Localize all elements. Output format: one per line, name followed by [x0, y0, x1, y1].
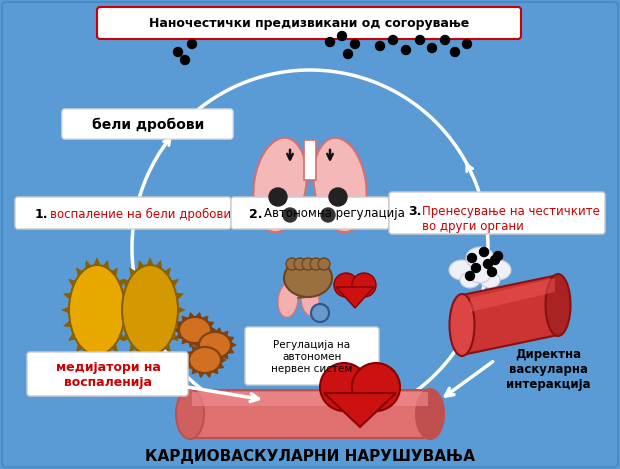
Polygon shape: [184, 357, 189, 363]
Polygon shape: [216, 357, 221, 363]
Polygon shape: [228, 337, 234, 342]
Polygon shape: [123, 293, 130, 299]
Polygon shape: [111, 268, 118, 275]
Polygon shape: [103, 352, 108, 359]
Circle shape: [415, 36, 425, 45]
Circle shape: [402, 45, 410, 54]
Text: медијатори на
воспаленија: медијатори на воспаленија: [56, 361, 161, 389]
Ellipse shape: [199, 332, 231, 358]
Ellipse shape: [469, 265, 491, 283]
FancyBboxPatch shape: [15, 197, 231, 229]
Polygon shape: [186, 363, 192, 368]
Polygon shape: [86, 261, 91, 268]
Ellipse shape: [254, 138, 306, 232]
Circle shape: [376, 41, 384, 51]
FancyBboxPatch shape: [97, 7, 521, 39]
Circle shape: [471, 264, 480, 272]
Polygon shape: [130, 268, 136, 275]
FancyBboxPatch shape: [389, 192, 605, 234]
Polygon shape: [118, 334, 125, 340]
Circle shape: [352, 273, 376, 297]
Ellipse shape: [310, 258, 322, 270]
Ellipse shape: [176, 389, 204, 439]
Circle shape: [329, 188, 347, 206]
Polygon shape: [175, 321, 184, 327]
Polygon shape: [194, 342, 199, 348]
Text: КАРДИОВАСКУЛАРНИ НАРУШУВАЊА: КАРДИОВАСКУЛАРНИ НАРУШУВАЊА: [145, 448, 475, 463]
Ellipse shape: [284, 259, 332, 297]
Polygon shape: [171, 334, 179, 340]
Polygon shape: [196, 348, 202, 353]
Polygon shape: [69, 280, 76, 286]
Polygon shape: [111, 345, 118, 352]
Polygon shape: [122, 280, 129, 286]
Polygon shape: [206, 342, 211, 348]
Polygon shape: [208, 357, 215, 363]
Polygon shape: [336, 287, 374, 308]
FancyBboxPatch shape: [27, 352, 188, 396]
Polygon shape: [117, 321, 124, 327]
Polygon shape: [130, 345, 136, 352]
Ellipse shape: [546, 274, 570, 336]
Circle shape: [321, 208, 335, 222]
Polygon shape: [223, 353, 228, 359]
Polygon shape: [213, 368, 218, 374]
Polygon shape: [174, 327, 179, 333]
Circle shape: [484, 259, 492, 268]
Polygon shape: [147, 355, 153, 362]
Polygon shape: [94, 355, 100, 362]
Circle shape: [490, 256, 500, 265]
Polygon shape: [123, 321, 130, 327]
Circle shape: [320, 363, 368, 411]
Circle shape: [180, 55, 190, 65]
Ellipse shape: [318, 258, 330, 270]
Polygon shape: [196, 342, 202, 348]
Polygon shape: [76, 345, 83, 352]
Circle shape: [440, 36, 450, 45]
Polygon shape: [178, 307, 185, 313]
Polygon shape: [103, 261, 108, 268]
Polygon shape: [221, 357, 226, 363]
Polygon shape: [218, 363, 224, 368]
Polygon shape: [192, 368, 197, 374]
FancyBboxPatch shape: [231, 197, 389, 229]
Circle shape: [337, 31, 347, 40]
Polygon shape: [118, 280, 125, 286]
Ellipse shape: [122, 265, 178, 355]
Polygon shape: [208, 333, 214, 338]
Polygon shape: [231, 342, 236, 348]
Polygon shape: [196, 312, 202, 318]
Polygon shape: [203, 338, 208, 344]
Polygon shape: [216, 327, 221, 333]
Polygon shape: [192, 346, 197, 352]
Text: 2.: 2.: [249, 207, 262, 220]
FancyBboxPatch shape: [245, 327, 379, 385]
Polygon shape: [64, 321, 71, 327]
Ellipse shape: [301, 284, 319, 316]
Ellipse shape: [466, 247, 494, 269]
Circle shape: [466, 272, 474, 280]
Circle shape: [352, 363, 400, 411]
Text: 1.: 1.: [35, 207, 48, 220]
Ellipse shape: [450, 294, 474, 356]
Polygon shape: [208, 327, 215, 333]
Ellipse shape: [416, 389, 444, 439]
Polygon shape: [171, 280, 179, 286]
Text: воспаление на бели дробови: воспаление на бели дробови: [50, 207, 231, 220]
Polygon shape: [192, 392, 428, 406]
Polygon shape: [198, 372, 205, 378]
Polygon shape: [202, 353, 207, 359]
Polygon shape: [175, 293, 184, 299]
Ellipse shape: [179, 317, 211, 343]
FancyBboxPatch shape: [62, 109, 233, 139]
Polygon shape: [190, 390, 430, 438]
Text: Директна
васкуларна
интеракција: Директна васкуларна интеракција: [506, 348, 590, 391]
Circle shape: [187, 39, 197, 48]
Circle shape: [311, 304, 329, 322]
Circle shape: [494, 251, 502, 260]
Ellipse shape: [294, 258, 306, 270]
Ellipse shape: [449, 260, 475, 280]
Circle shape: [479, 248, 489, 257]
Polygon shape: [164, 268, 171, 275]
